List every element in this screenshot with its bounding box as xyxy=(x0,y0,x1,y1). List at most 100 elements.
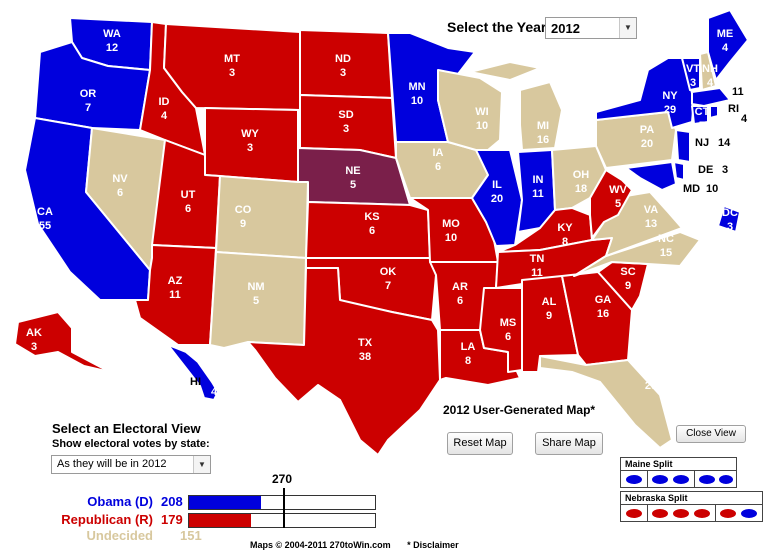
threshold-label: 270 xyxy=(272,472,293,486)
state-tx[interactable] xyxy=(247,267,441,456)
state-dc[interactable] xyxy=(717,205,741,233)
republican-bar-fill xyxy=(189,514,251,527)
label-md-votes: 10 xyxy=(706,183,718,195)
state-label-tn: TN xyxy=(530,253,545,265)
state-label-wy: WY xyxy=(241,128,259,140)
state-votes-nh: 4 xyxy=(707,77,714,89)
state-ct[interactable] xyxy=(691,105,709,125)
state-votes-ct: 7 xyxy=(699,120,705,132)
state-votes-ga: 16 xyxy=(597,308,609,320)
select-year-label: Select the Year xyxy=(447,19,547,35)
state-label-ok: OK xyxy=(380,266,397,278)
state-votes-co: 9 xyxy=(240,218,246,230)
state-md[interactable] xyxy=(625,161,677,191)
state-votes-ne: 5 xyxy=(350,179,356,191)
label-hi-votes: 4 xyxy=(211,386,218,398)
state-hi[interactable] xyxy=(167,344,219,401)
state-votes-vt: 3 xyxy=(690,77,696,89)
obama-label: Obama (D) xyxy=(87,494,153,509)
nebraska-district-dot[interactable] xyxy=(694,509,710,518)
state-label-ar: AR xyxy=(452,281,468,293)
nebraska-district-dot[interactable] xyxy=(626,509,642,518)
state-label-mn: MN xyxy=(408,81,425,93)
nebraska-split-cells xyxy=(621,504,762,521)
state-votes-il: 20 xyxy=(491,193,503,205)
republican-label: Republican (R) xyxy=(61,512,153,527)
state-nc[interactable] xyxy=(573,231,701,277)
disclaimer-link[interactable]: * Disclaimer xyxy=(407,540,459,550)
nebraska-district-dot[interactable] xyxy=(652,509,668,518)
state-fl[interactable] xyxy=(539,355,673,449)
state-label-ca: CA xyxy=(37,206,53,218)
label-ri-abbr: RI xyxy=(728,103,739,115)
obama-votes: 208 xyxy=(161,494,183,509)
state-label-ne: NE xyxy=(345,165,360,177)
state-votes-al: 9 xyxy=(546,310,552,322)
state-label-il: IL xyxy=(492,179,502,191)
chevron-down-icon[interactable]: ▼ xyxy=(619,18,636,38)
nebraska-district-dot[interactable] xyxy=(673,509,689,518)
state-votes-in: 11 xyxy=(532,188,544,200)
state-votes-me: 4 xyxy=(722,42,729,54)
undecided-label: Undecided xyxy=(86,528,153,543)
maine-district-dot[interactable] xyxy=(626,475,642,484)
state-label-or: OR xyxy=(80,88,97,100)
state-votes-wy: 3 xyxy=(247,142,253,154)
state-co[interactable] xyxy=(215,175,309,259)
undecided-votes: 151 xyxy=(180,528,202,543)
state-label-vt: VT xyxy=(686,63,700,75)
state-de[interactable] xyxy=(673,161,685,181)
label-ma-votes: 11 xyxy=(732,86,744,98)
state-label-co: CO xyxy=(235,204,252,216)
year-select[interactable]: 2012 ▼ xyxy=(545,17,637,39)
state-votes-mn: 10 xyxy=(411,95,423,107)
state-nj[interactable] xyxy=(675,129,691,163)
state-label-oh: OH xyxy=(573,169,590,181)
state-me[interactable] xyxy=(707,9,749,81)
state-votes-nd: 3 xyxy=(340,67,346,79)
state-label-nh: NH xyxy=(702,63,718,75)
state-votes-ak: 3 xyxy=(31,341,37,353)
label-nj-votes: 14 xyxy=(718,137,731,149)
state-votes-va: 13 xyxy=(645,218,657,230)
state-label-tx: TX xyxy=(358,337,373,349)
state-il[interactable] xyxy=(471,149,523,247)
state-nh[interactable] xyxy=(699,51,717,91)
share-map-button[interactable]: Share Map xyxy=(535,432,603,455)
state-labels: WA12OR7CA55NV6ID4MT3WY3UT6AZ11CO9NM5ND3S… xyxy=(26,28,738,392)
maine-district-dot[interactable] xyxy=(719,475,733,484)
state-votes-mi: 16 xyxy=(537,134,549,146)
maine-district-dot[interactable] xyxy=(699,475,715,484)
state-label-ct: CT xyxy=(695,106,710,118)
state-ma[interactable] xyxy=(691,87,731,107)
state-wv[interactable] xyxy=(589,169,633,239)
obama-bar xyxy=(188,495,376,510)
year-select-value: 2012 xyxy=(551,21,580,36)
state-votes-ca: 55 xyxy=(39,220,51,232)
state-vt[interactable] xyxy=(681,57,701,91)
state-label-nc: NC xyxy=(658,233,674,245)
state-label-ia: IA xyxy=(433,147,444,159)
nebraska-split-label: Nebraska Split xyxy=(625,493,688,503)
nebraska-district-dot[interactable] xyxy=(741,509,757,518)
state-ri[interactable] xyxy=(709,105,719,119)
nebraska-district-dot[interactable] xyxy=(720,509,736,518)
footer-copyright: Maps © 2004-2011 270toWin.com xyxy=(250,540,391,550)
state-votes-tx: 38 xyxy=(359,351,371,363)
state-votes-tn: 11 xyxy=(531,267,543,279)
state-wi[interactable] xyxy=(437,69,503,151)
state-votes-ny: 29 xyxy=(664,104,676,116)
chevron-down-icon[interactable]: ▼ xyxy=(193,456,210,473)
reset-map-button[interactable]: Reset Map xyxy=(447,432,513,455)
state-mi[interactable] xyxy=(469,61,563,151)
state-votes-ms: 6 xyxy=(505,331,511,343)
electoral-view-select[interactable]: As they will be in 2012 ▼ xyxy=(51,455,211,474)
state-label-mi: MI xyxy=(537,120,549,132)
close-view-button[interactable]: Close View xyxy=(676,425,746,443)
maine-district-dot[interactable] xyxy=(673,475,689,484)
state-pa[interactable] xyxy=(595,111,677,169)
state-label-nm: NM xyxy=(247,281,264,293)
electoral-view-subtitle: Show electoral votes by state: xyxy=(52,438,210,450)
state-ak[interactable] xyxy=(14,311,111,373)
maine-district-dot[interactable] xyxy=(652,475,668,484)
